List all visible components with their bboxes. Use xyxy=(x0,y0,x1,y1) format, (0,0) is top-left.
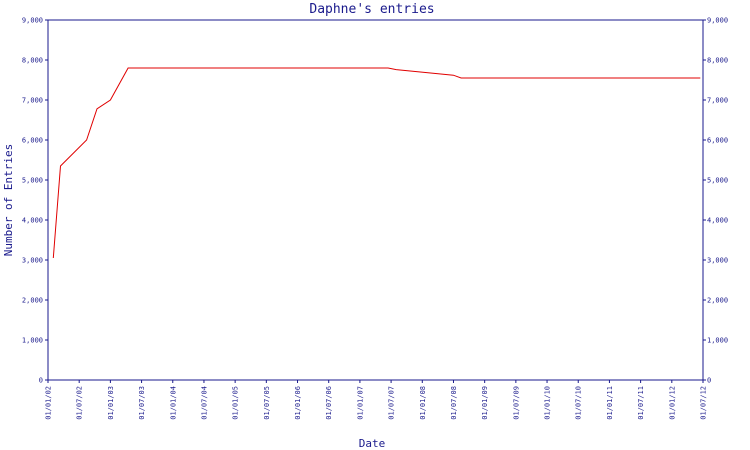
x-tick-label: 01/07/06 xyxy=(325,386,333,420)
y-tick-label-right: 4,000 xyxy=(707,217,728,225)
plot-area xyxy=(47,19,704,381)
x-tick-label: 01/07/05 xyxy=(263,386,271,420)
x-tick-label: 01/01/07 xyxy=(356,386,364,420)
y-tick-label-right: 1,000 xyxy=(707,337,728,345)
x-axis-label: Date xyxy=(359,437,386,450)
x-tick-label: 01/01/04 xyxy=(169,386,177,420)
x-tick-label: 01/07/02 xyxy=(76,386,84,420)
x-tick-label: 01/07/11 xyxy=(637,386,645,420)
series-line xyxy=(52,67,701,259)
y-tick-label-right: 2,000 xyxy=(707,297,728,305)
y-tick-label-right: 3,000 xyxy=(707,257,728,265)
x-axis: 01/01/02 01/07/02 01/01/03 01/07/03 01/01/04… xyxy=(45,380,708,420)
x-tick-label: 01/07/12 xyxy=(700,386,708,420)
x-tick-label: 01/01/10 xyxy=(544,386,552,420)
y-tick-label-left: 8,000 xyxy=(22,57,43,65)
x-tick-label: 01/01/11 xyxy=(606,386,614,420)
plot-frame xyxy=(47,19,704,381)
y-tick-label-left: 7,000 xyxy=(22,97,43,105)
x-tick-label: 01/01/06 xyxy=(294,386,302,420)
chart-title: Daphne's entries xyxy=(309,2,434,17)
y-axis-label: Number of Entries xyxy=(2,144,15,257)
x-tick-label: 01/01/02 xyxy=(45,386,53,420)
x-tick-label: 01/01/12 xyxy=(668,386,676,420)
x-tick-label: 01/01/05 xyxy=(232,386,240,420)
y-axis-right: 0 1,000 2,000 3,000 4,000 5,000 6,000 7,000 8,00… xyxy=(703,17,728,385)
x-tick-label: 01/01/08 xyxy=(419,386,427,420)
y-tick-label-right: 8,000 xyxy=(707,57,728,65)
x-tick-label: 01/07/10 xyxy=(575,386,583,420)
y-tick-label-left: 6,000 xyxy=(22,137,43,145)
y-tick-label-left: 9,000 xyxy=(22,17,43,25)
y-tick-label-right: 9,000 xyxy=(707,17,728,25)
x-tick-label: 01/01/09 xyxy=(481,386,489,420)
series-layer xyxy=(52,67,701,259)
y-tick-label-left: 4,000 xyxy=(22,217,43,225)
y-tick-label-right: 7,000 xyxy=(707,97,728,105)
x-tick-label: 01/01/03 xyxy=(107,386,115,420)
y-tick-label-right: 5,000 xyxy=(707,177,728,185)
y-tick-label-left: 1,000 xyxy=(22,337,43,345)
y-tick-label-left: 2,000 xyxy=(22,297,43,305)
y-tick-label-right: 0 xyxy=(707,377,711,385)
x-tick-label: 01/07/03 xyxy=(138,386,146,420)
x-tick-label: 01/07/09 xyxy=(512,386,520,420)
y-tick-label-left: 0 xyxy=(39,377,43,385)
x-tick-label: 01/07/08 xyxy=(450,386,458,420)
y-tick-label-left: 5,000 xyxy=(22,177,43,185)
x-tick-label: 01/07/04 xyxy=(200,386,208,420)
y-tick-label-right: 6,000 xyxy=(707,137,728,145)
x-tick-label: 01/07/07 xyxy=(388,386,396,420)
y-tick-label-left: 3,000 xyxy=(22,257,43,265)
y-axis-left: 0 1,000 2,000 3,000 4,000 5,000 6,000 7,000 8,00… xyxy=(22,17,48,385)
